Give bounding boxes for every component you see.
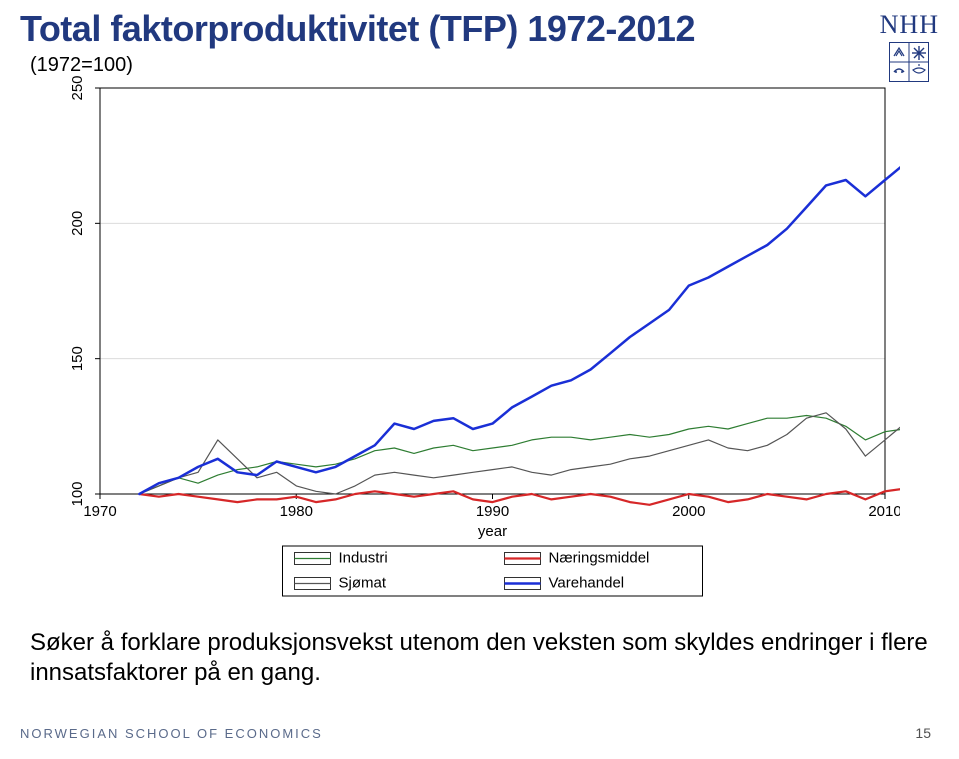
slide: Total faktorproduktivitet (TFP) 1972-201… (0, 0, 959, 759)
svg-text:2000: 2000 (672, 503, 705, 520)
svg-text:1980: 1980 (280, 503, 313, 520)
svg-text:1970: 1970 (83, 503, 116, 520)
logo-text: NHH (880, 10, 939, 40)
svg-text:Næringsmiddel: Næringsmiddel (549, 549, 650, 566)
footer-org: NORWEGIAN SCHOOL OF ECONOMICS (20, 726, 323, 741)
chart-svg: 10015020025019701980199020002010yearIndu… (30, 76, 900, 606)
subtitle: (1972=100) (30, 54, 133, 77)
svg-text:200: 200 (69, 211, 86, 236)
svg-text:1990: 1990 (476, 503, 509, 520)
svg-text:Industri: Industri (339, 549, 388, 566)
nhh-logo: NHH (880, 10, 939, 82)
svg-text:year: year (478, 523, 507, 540)
page-title: Total faktorproduktivitet (TFP) 1972-201… (20, 8, 695, 50)
svg-text:2010: 2010 (868, 503, 900, 520)
svg-text:250: 250 (69, 76, 86, 101)
svg-text:150: 150 (69, 346, 86, 371)
svg-text:Sjømat: Sjømat (339, 574, 387, 591)
caption-text: Søker å forklare produksjonsvekst utenom… (30, 628, 929, 688)
svg-text:Varehandel: Varehandel (549, 574, 625, 591)
line-chart: 10015020025019701980199020002010yearIndu… (30, 76, 900, 606)
page-number: 15 (915, 725, 931, 741)
